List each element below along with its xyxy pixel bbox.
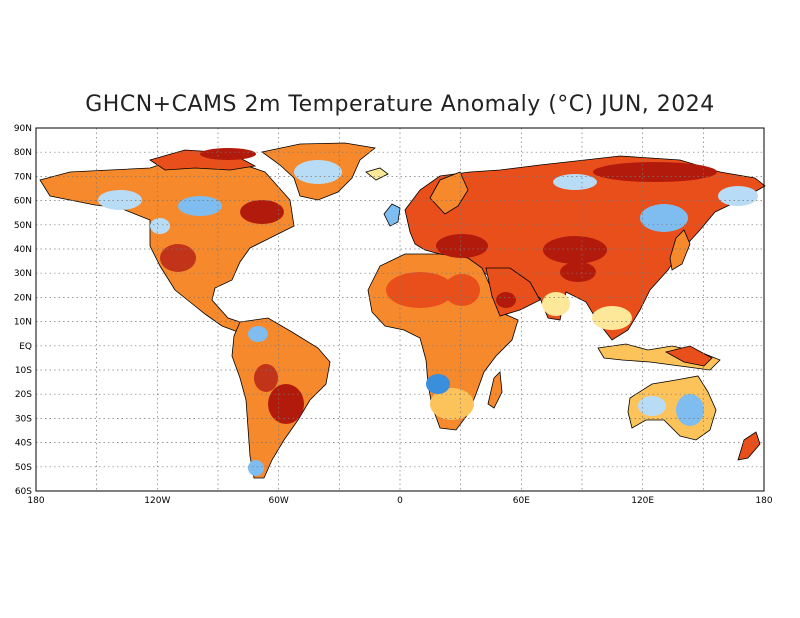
lat-tick-label: 60N <box>14 197 32 207</box>
lat-tick-label: 50N <box>14 221 32 231</box>
cool-patch-california <box>150 218 170 234</box>
cool-patch-colombia <box>248 326 268 342</box>
warm-patch-siberia <box>593 162 717 182</box>
warm-patch-balkans <box>436 234 488 258</box>
madagascar <box>487 371 503 409</box>
warm-patch-arabia <box>496 292 516 308</box>
lat-tick-label: 70N <box>14 172 32 182</box>
warm-patch-egypt <box>444 274 480 306</box>
warm-patch-central-asia <box>543 236 607 264</box>
iceland <box>365 167 389 181</box>
lat-tick-label: 40N <box>14 245 32 255</box>
cool-patch-western-canada <box>178 196 222 216</box>
new-guinea <box>664 345 713 367</box>
lon-tick-label: 60E <box>513 496 530 506</box>
cool-patch-central-russia <box>553 174 597 190</box>
lat-tick-label: 20S <box>15 390 32 400</box>
british-isles <box>383 203 401 227</box>
lat-tick-label: 40S <box>15 439 32 449</box>
mild-patch-india <box>542 292 570 316</box>
lon-tick-label: 180 <box>755 496 772 506</box>
cool-patch-australia <box>676 394 704 426</box>
lon-tick-label: 0 <box>397 496 403 506</box>
cool-patch-mongolia <box>640 204 688 232</box>
lat-tick-label: 90N <box>14 124 32 134</box>
cool-patch-patagonia <box>248 460 264 476</box>
warm-patch-tibet <box>560 262 596 282</box>
lat-tick-label: 30S <box>15 414 32 424</box>
cool-patch-western-australia <box>638 396 666 416</box>
anomaly-patches <box>98 148 758 476</box>
mild-patch-southeast-asia <box>592 306 632 330</box>
lon-tick-label: 60W <box>268 496 288 506</box>
lat-tick-label: 60S <box>15 487 32 497</box>
lat-tick-label: 20N <box>14 293 32 303</box>
lat-tick-label: 10N <box>14 318 32 328</box>
cool-patch-greenland <box>294 160 342 184</box>
graticule <box>36 128 764 491</box>
lat-tick-label: 50S <box>15 463 32 473</box>
warm-patch-arctic-canada <box>200 148 256 160</box>
new-zealand <box>737 431 761 461</box>
warm-patch-brazil <box>268 384 304 424</box>
map-title: GHCN+CAMS 2m Temperature Anomaly (°C) JU… <box>85 92 715 117</box>
mild-patch-southern-africa <box>430 388 474 420</box>
latitude-labels: 90N 80N 70N 60N 50N 40N 30N 20N 10N EQ 10S 20S 30S 40… <box>14 124 32 497</box>
cool-patch-alaska <box>98 190 142 210</box>
plot-frame <box>35 127 765 492</box>
cool-patch-angola <box>426 374 450 394</box>
warm-patch-eastern-canada <box>240 200 284 224</box>
lat-tick-label: 10S <box>15 366 32 376</box>
warm-patch-sahara <box>386 272 454 308</box>
lon-tick-label: 120W <box>144 496 170 506</box>
arctic-islands <box>149 149 257 171</box>
cool-patch-east-siberia <box>718 186 758 206</box>
lon-tick-label: 120E <box>631 496 654 506</box>
lat-tick-label: 30N <box>14 269 32 279</box>
lat-tick-label: EQ <box>19 342 32 352</box>
longitude-labels: 180 120W 60W 0 60E 120E 180 <box>27 496 772 506</box>
scandinavia <box>429 171 469 215</box>
warm-patch-mexico <box>160 244 196 272</box>
japan <box>669 229 691 271</box>
lon-tick-label: 180 <box>27 496 44 506</box>
lat-tick-label: 80N <box>14 148 32 158</box>
warm-patch-peru <box>254 364 278 392</box>
